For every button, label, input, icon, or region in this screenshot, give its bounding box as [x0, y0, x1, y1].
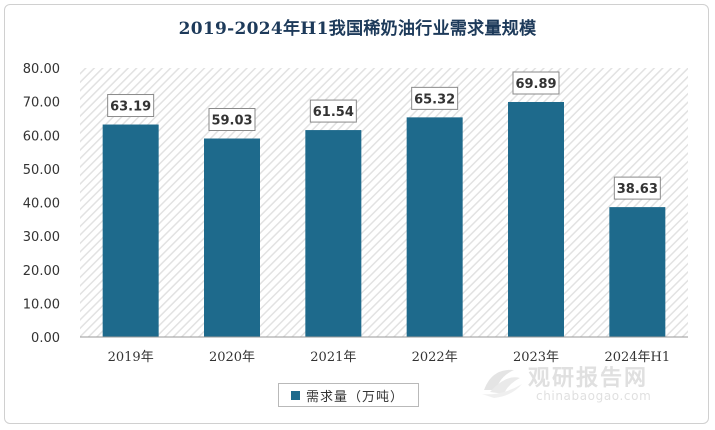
y-axis: 0.00 10.00 20.00 30.00 40.00 50.00 60.00 70.00 8… [23, 62, 60, 346]
watermark-brand: 观研报告网 [528, 366, 649, 391]
x-tick-label: 2023年 [513, 350, 559, 365]
bar [102, 124, 159, 338]
data-label: 38.63 [617, 182, 658, 197]
x-tick-label: 2021年 [310, 350, 356, 365]
y-tick-label: 70.00 [23, 96, 60, 111]
legend-label: 需求量（万吨） [306, 389, 405, 405]
watermark-logo-icon [482, 369, 522, 398]
data-label-box [208, 108, 256, 132]
watermark: 观研报告网 chinabaogao.com [480, 358, 680, 408]
y-tick-label: 50.00 [23, 163, 60, 178]
data-label: 63.19 [110, 100, 151, 115]
data-labels: 63.19 59.03 61.54 65.32 69.89 38.63 [107, 71, 661, 200]
x-tick-label: 2024年H1 [604, 350, 670, 365]
data-label-box [613, 176, 661, 200]
data-label: 65.32 [414, 92, 455, 107]
bar [204, 138, 260, 337]
bar [609, 207, 666, 337]
y-tick-label: 60.00 [23, 129, 60, 144]
bar [508, 101, 564, 337]
chart-title: 2019-2024年H1我国稀奶油行业需求量规模 [178, 19, 537, 39]
data-label-box [512, 71, 560, 95]
y-tick-label: 30.00 [23, 230, 60, 245]
watermark-url: chinabaogao.com [536, 389, 652, 403]
y-tick-label: 20.00 [23, 264, 60, 279]
bar-series [102, 101, 666, 338]
y-tick-label: 10.00 [23, 297, 60, 312]
y-tick-label: 0.00 [31, 331, 60, 346]
data-label: 59.03 [211, 114, 252, 129]
data-label-box [411, 86, 459, 110]
data-label: 61.54 [313, 105, 354, 120]
data-label-box [107, 94, 155, 118]
x-tick-label: 2020年 [209, 350, 255, 365]
data-label: 69.89 [515, 77, 556, 92]
y-tick-label: 80.00 [23, 62, 60, 77]
bar [305, 130, 362, 337]
x-tick-label: 2019年 [108, 350, 154, 365]
data-label-box [309, 99, 357, 123]
legend: 需求量（万吨） [278, 383, 420, 407]
plot-area [80, 68, 688, 337]
bar [406, 117, 463, 337]
legend-swatch [291, 390, 300, 400]
x-axis: 2019年 2020年 2021年 2022年 2023年 2024年H1 [80, 336, 688, 365]
x-tick-label: 2022年 [412, 350, 458, 365]
y-tick-label: 40.00 [23, 197, 60, 212]
